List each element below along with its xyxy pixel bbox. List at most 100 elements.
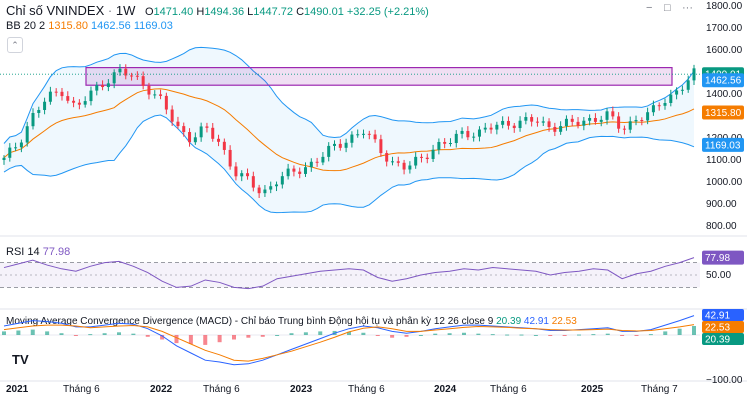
- candle-body: [483, 127, 487, 130]
- close-value: 1490.01: [304, 6, 344, 18]
- macd-hist-bar: [562, 335, 567, 336]
- high-value: 1494.36: [204, 6, 245, 18]
- candle-body: [106, 83, 110, 88]
- candle-body: [315, 161, 319, 163]
- candle-body: [19, 142, 23, 148]
- candle-body: [37, 109, 41, 114]
- candle-body: [431, 149, 435, 159]
- macd-hist-bar: [73, 335, 78, 336]
- candle-body: [141, 76, 145, 86]
- more-button[interactable]: ···: [682, 2, 693, 14]
- macd-signal-value: 22.53: [551, 316, 577, 327]
- bb-legend[interactable]: BB 20 2 1315.80 1462.56 1169.03: [6, 20, 173, 32]
- candle-body: [564, 118, 568, 127]
- maximize-button[interactable]: □: [664, 2, 671, 14]
- x-tick-label: Tháng 6: [203, 384, 240, 395]
- candle-body: [246, 173, 250, 177]
- price-tag-bg: [702, 105, 744, 120]
- macd-legend[interactable]: Moving Average Convergence Divergence (M…: [6, 316, 577, 327]
- macd-hist-bar: [390, 335, 395, 338]
- candle-body: [275, 184, 279, 187]
- candle-body: [95, 85, 99, 91]
- candle-body: [228, 149, 232, 167]
- macd-tag-bg: [702, 333, 744, 345]
- x-tick-label: Tháng 7: [641, 384, 678, 395]
- price-tag-bg: [702, 137, 744, 152]
- candle-body: [506, 120, 510, 126]
- macd-hist-bar: [117, 332, 121, 335]
- bb-label: BB 20 2: [6, 20, 46, 32]
- candle-body: [466, 130, 470, 138]
- macd-hist-bar: [203, 335, 208, 345]
- rsi-line: [3, 257, 695, 290]
- candle-body: [159, 94, 163, 96]
- tradingview-logo-icon: TV: [12, 352, 29, 367]
- x-tick-label: 2025: [581, 384, 604, 395]
- candle-body: [646, 112, 650, 121]
- candle-body: [390, 161, 394, 163]
- interval-label[interactable]: 1W: [115, 3, 136, 18]
- macd-hist-bar: [318, 331, 323, 335]
- candle-body: [182, 126, 186, 133]
- y-tick-label: 900.00: [706, 199, 737, 210]
- candle-body: [501, 120, 505, 125]
- macd-hist-bar: [347, 331, 351, 335]
- candle-body: [118, 68, 122, 73]
- macd-hist-bar: [16, 330, 21, 335]
- macd-hist-bar: [433, 333, 438, 335]
- macd-hist-bar: [677, 328, 682, 335]
- macd-hist-bar: [102, 333, 107, 335]
- macd-hist-bar: [462, 332, 466, 335]
- candle-body: [72, 100, 76, 103]
- macd-hist-bar: [160, 335, 165, 340]
- macd-label: Moving Average Convergence Divergence (M…: [6, 316, 432, 327]
- macd-hist-bar: [232, 335, 236, 340]
- macd-hist-bar: [577, 334, 581, 336]
- high-label: H: [196, 6, 205, 18]
- candle-body: [535, 121, 539, 123]
- rsi-label: RSI 14: [6, 246, 40, 258]
- candle-body: [634, 120, 638, 122]
- macd-tick-label: −100.00: [706, 375, 743, 386]
- candle-body: [617, 116, 621, 129]
- macd-hist-bar: [692, 326, 696, 335]
- low-value: 1447.72: [253, 6, 294, 18]
- macd-hist-bar: [260, 335, 265, 337]
- y-tick-label: 1400.00: [706, 89, 743, 100]
- candle-body: [419, 156, 423, 158]
- candle-body: [686, 80, 690, 90]
- macd-hist-bar: [217, 335, 222, 343]
- macd-hist-bar: [591, 334, 596, 336]
- candle-body: [101, 85, 105, 88]
- candle-body: [443, 141, 447, 144]
- price-tag: 1169.03: [702, 137, 744, 152]
- chevron-up-icon[interactable]: ⌃: [7, 37, 23, 53]
- candle-body: [576, 121, 580, 126]
- candle-body: [472, 136, 476, 138]
- symbol-name[interactable]: Chỉ số VNINDEX: [6, 3, 105, 18]
- macd-params: 12 26 close 9: [433, 316, 494, 327]
- candle-body: [135, 75, 139, 77]
- bb-basis-value: 1315.80: [48, 20, 88, 32]
- candle-body: [25, 126, 29, 143]
- minimize-button[interactable]: −: [646, 2, 653, 14]
- candle-body: [402, 162, 406, 170]
- candle-body: [251, 176, 255, 188]
- macd-tag-bg: [702, 321, 744, 333]
- macd-hist-bar: [45, 331, 50, 335]
- macd-hist-bar: [303, 332, 308, 335]
- candle-body: [60, 91, 64, 97]
- macd-tag-label: 20.39: [705, 335, 730, 346]
- x-tick-label: 2024: [434, 384, 457, 395]
- low-label: L: [247, 6, 254, 18]
- candle-body: [425, 157, 429, 159]
- rsi-legend[interactable]: RSI 14 77.98: [6, 246, 70, 258]
- candle-body: [240, 173, 244, 177]
- candle-body: [628, 121, 632, 130]
- candle-body: [170, 109, 174, 122]
- y-tick-label: 800.00: [706, 221, 737, 232]
- candle-body: [582, 120, 586, 126]
- candle-body: [2, 157, 6, 160]
- candle-body: [559, 126, 563, 132]
